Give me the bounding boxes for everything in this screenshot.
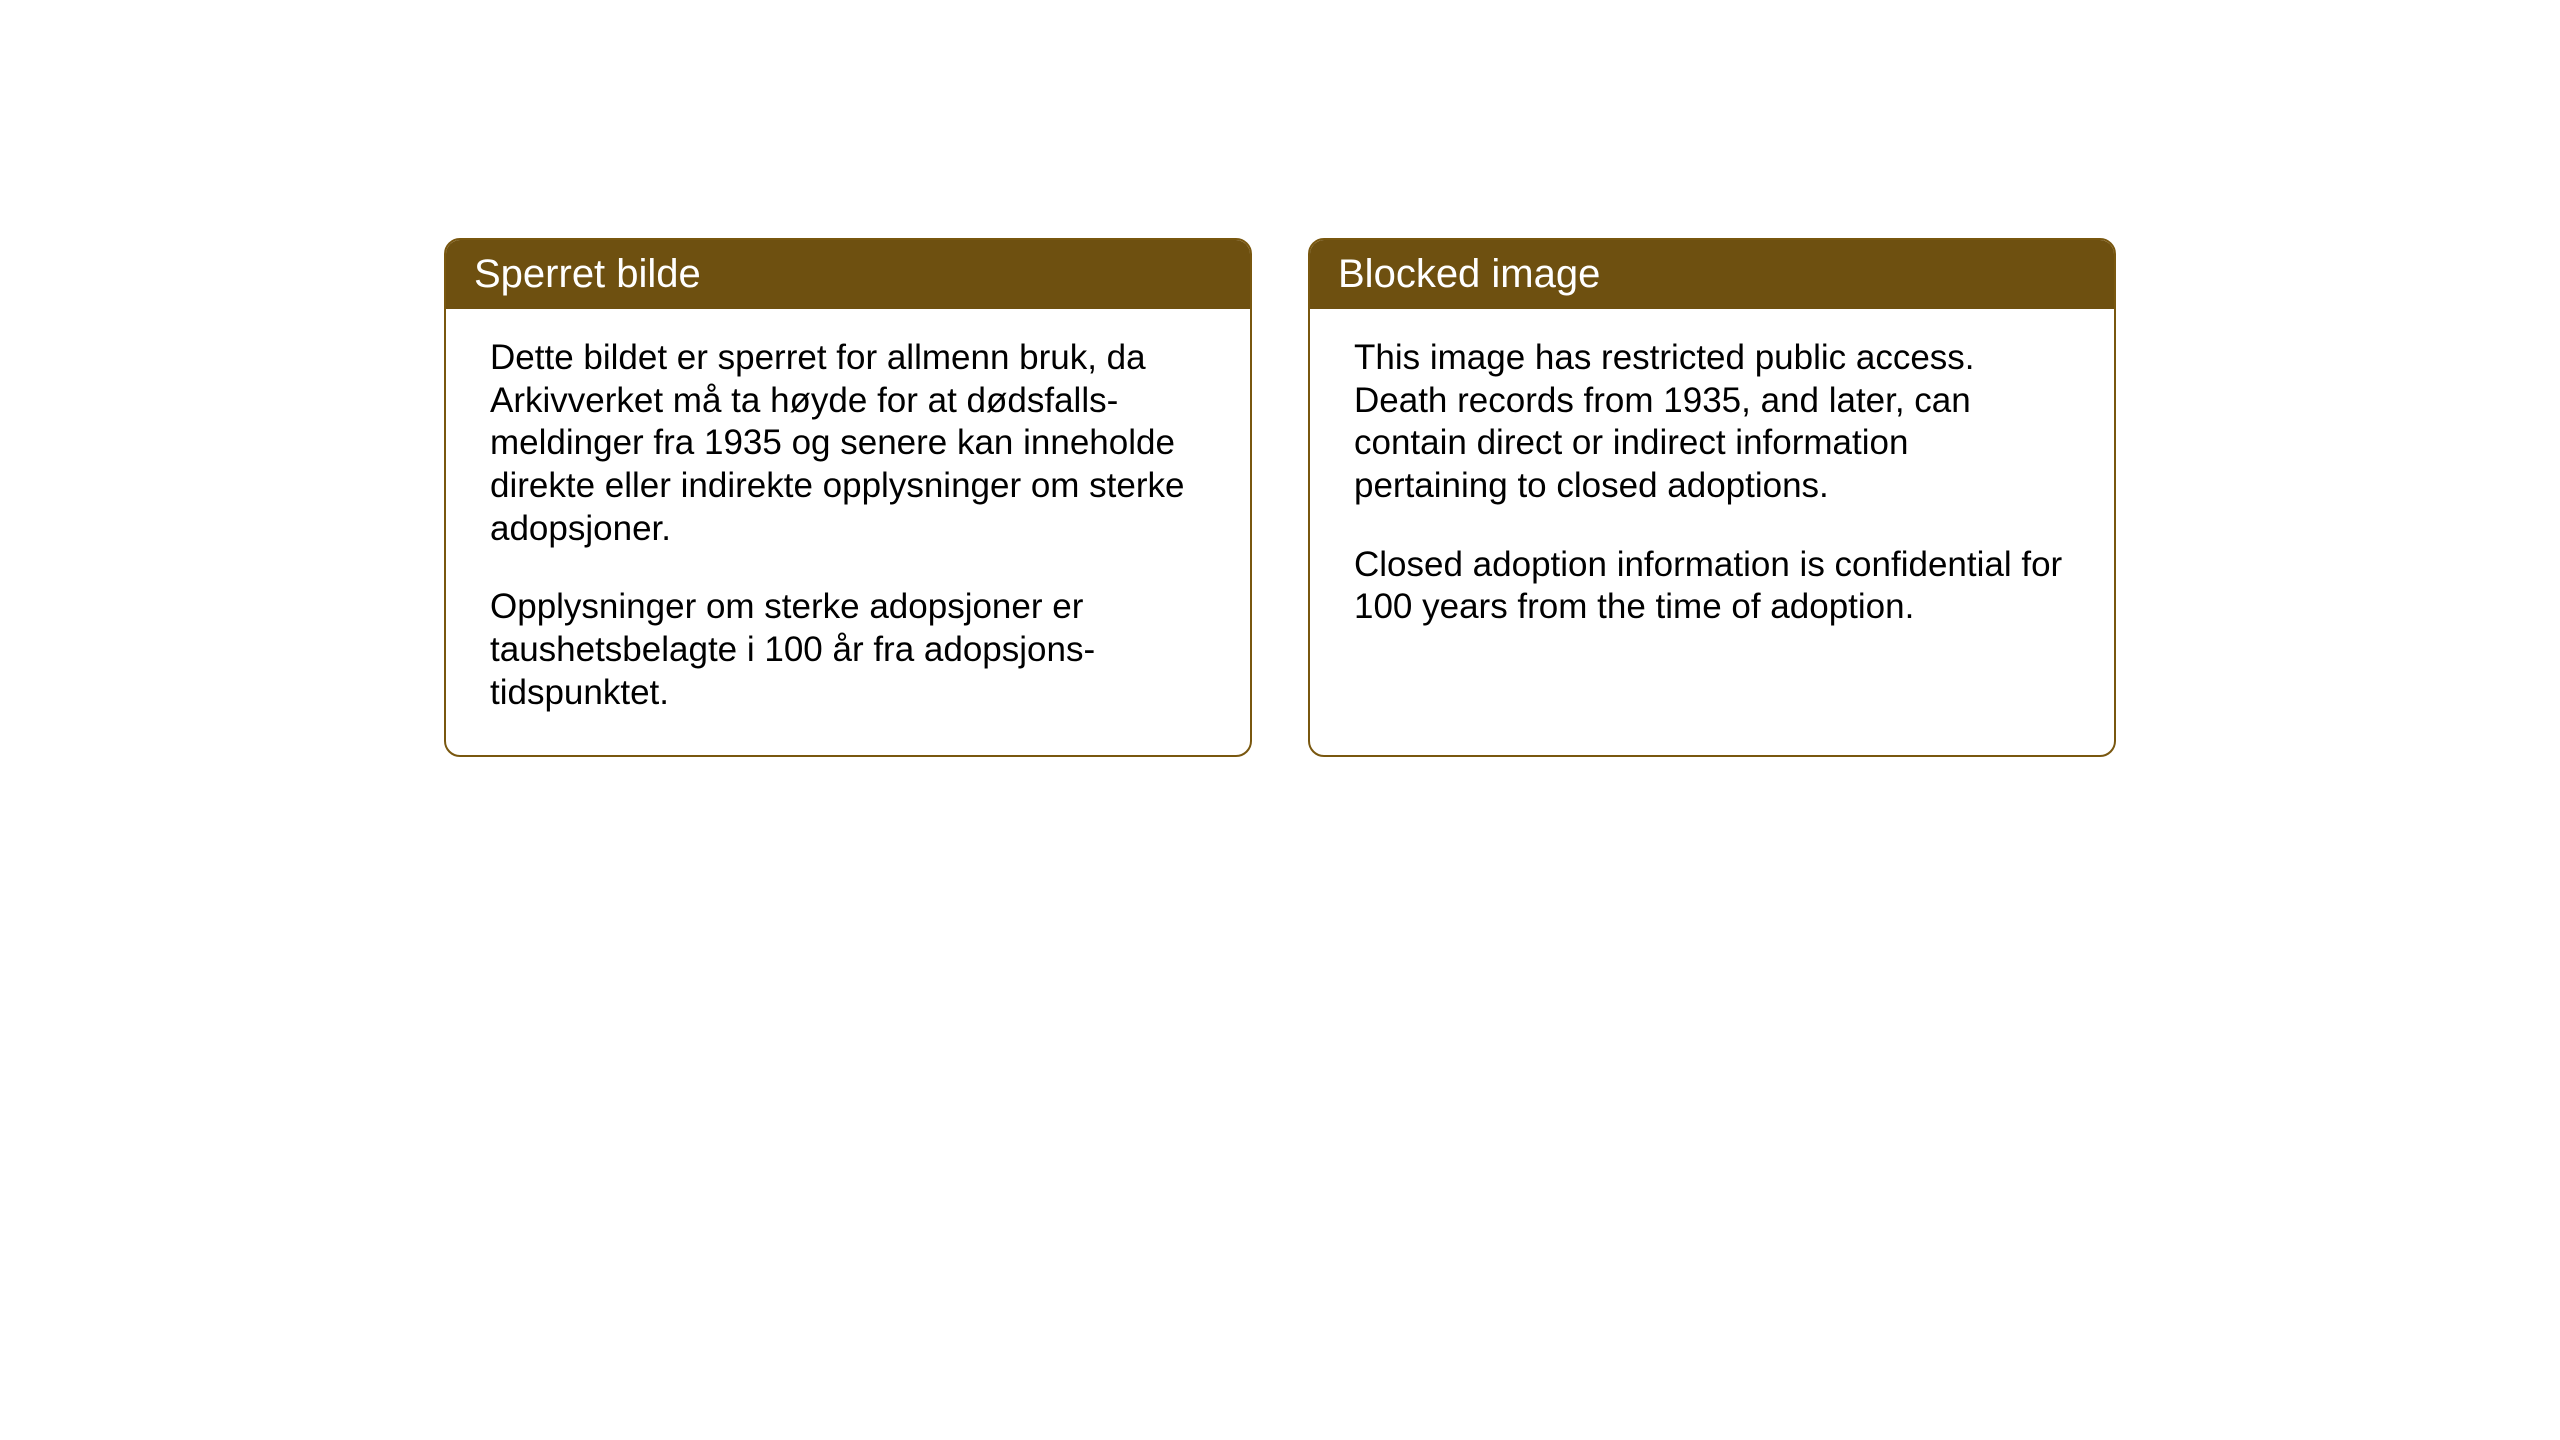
card-title-norwegian: Sperret bilde	[474, 252, 701, 296]
card-header-norwegian: Sperret bilde	[446, 240, 1250, 309]
card-norwegian: Sperret bilde Dette bildet er sperret fo…	[444, 238, 1252, 757]
card-paragraph-2-norwegian: Opplysninger om sterke adopsjoner er tau…	[490, 586, 1206, 714]
card-paragraph-2-english: Closed adoption information is confident…	[1354, 544, 2070, 629]
card-body-english: This image has restricted public access.…	[1310, 309, 2114, 669]
card-title-english: Blocked image	[1338, 252, 1600, 296]
card-english: Blocked image This image has restricted …	[1308, 238, 2116, 757]
cards-container: Sperret bilde Dette bildet er sperret fo…	[444, 238, 2116, 757]
card-body-norwegian: Dette bildet er sperret for allmenn bruk…	[446, 309, 1250, 755]
card-paragraph-1-english: This image has restricted public access.…	[1354, 337, 2070, 508]
card-header-english: Blocked image	[1310, 240, 2114, 309]
card-paragraph-1-norwegian: Dette bildet er sperret for allmenn bruk…	[490, 337, 1206, 550]
